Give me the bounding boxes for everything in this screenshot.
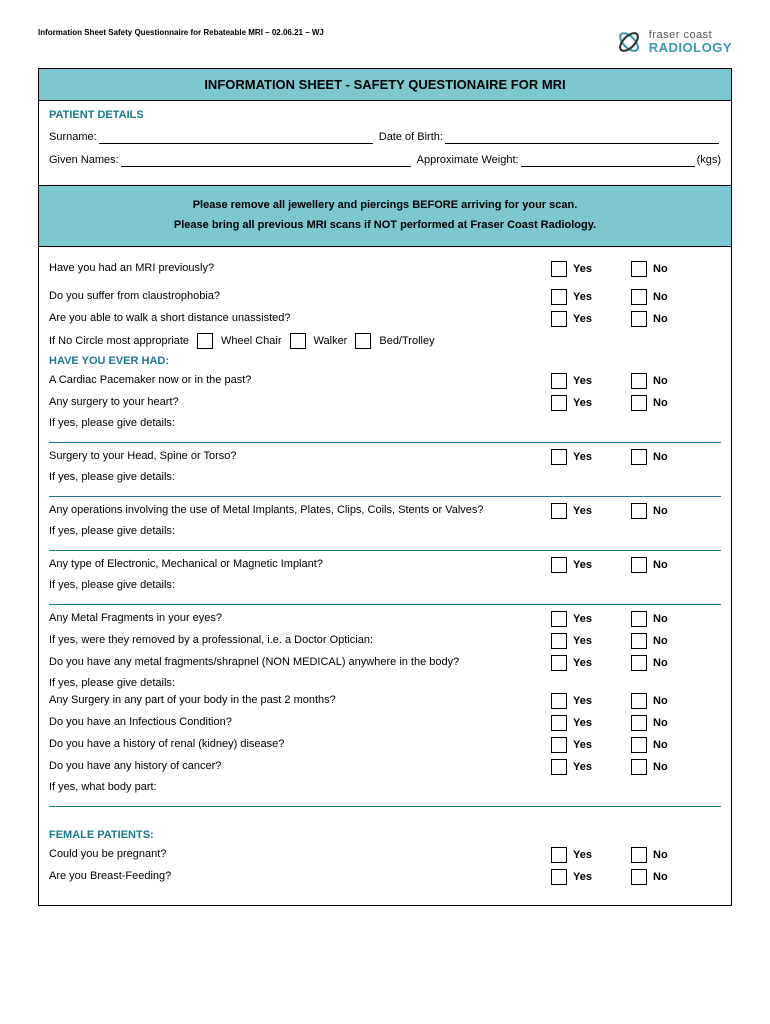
q-heart-surgery-yes-checkbox[interactable] <box>551 395 567 411</box>
details-label: If yes, please give details: <box>49 677 721 689</box>
q-pacemaker: A Cardiac Pacemaker now or in the past? <box>49 373 551 388</box>
q-pregnant-no-checkbox[interactable] <box>631 847 647 863</box>
surname-label: Surname: <box>49 131 97 144</box>
logo-icon <box>615 28 643 56</box>
q-breastfeed-no-checkbox[interactable] <box>631 869 647 885</box>
q-infectious-yes-checkbox[interactable] <box>551 715 567 731</box>
details-label: If yes, please give details: <box>49 579 721 591</box>
notice-bar: Please remove all jewellery and piercing… <box>39 185 731 247</box>
q-pacemaker-yes-checkbox[interactable] <box>551 373 567 389</box>
q-claustrophobia: Do you suffer from claustrophobia? <box>49 289 551 304</box>
q-mri-prev: Have you had an MRI previously? <box>49 261 551 276</box>
q-eye-fragments-no-checkbox[interactable] <box>631 611 647 627</box>
q-head-spine-yes-checkbox[interactable] <box>551 449 567 465</box>
q-claustrophobia-yes-checkbox[interactable] <box>551 289 567 305</box>
q-cancer-no-checkbox[interactable] <box>631 759 647 775</box>
q-shrapnel-no-checkbox[interactable] <box>631 655 647 671</box>
q-claustrophobia-no-checkbox[interactable] <box>631 289 647 305</box>
no-label: No <box>653 263 681 275</box>
q-recent-surgery: Any Surgery in any part of your body in … <box>49 693 551 708</box>
weight-unit: (kgs) <box>697 154 721 167</box>
q-eye-fragments: Any Metal Fragments in your eyes? <box>49 611 551 626</box>
given-names-input[interactable] <box>121 154 411 167</box>
mobility-walker-checkbox[interactable] <box>290 333 306 349</box>
q-walk: Are you able to walk a short distance un… <box>49 311 551 326</box>
q-head-spine-no-checkbox[interactable] <box>631 449 647 465</box>
notice-line-2: Please bring all previous MRI scans if N… <box>47 216 723 236</box>
mobility-bedtrolley-checkbox[interactable] <box>355 333 371 349</box>
q-em-implant: Any type of Electronic, Mechanical or Ma… <box>49 557 551 572</box>
q-walk-no-checkbox[interactable] <box>631 311 647 327</box>
details-label: If yes, please give details: <box>49 417 721 429</box>
q-mri-prev-yes-checkbox[interactable] <box>551 261 567 277</box>
patient-details-heading: PATIENT DETAILS <box>49 109 721 121</box>
given-names-label: Given Names: <box>49 154 119 167</box>
weight-label: Approximate Weight: <box>417 154 519 167</box>
q-metal-implants: Any operations involving the use of Meta… <box>49 503 551 518</box>
q-shrapnel: Do you have any metal fragments/shrapnel… <box>49 655 551 670</box>
q-mri-prev-no-checkbox[interactable] <box>631 261 647 277</box>
q-em-implant-no-checkbox[interactable] <box>631 557 647 573</box>
cancer-detail-label: If yes, what body part: <box>49 781 721 793</box>
q-walk-yes-checkbox[interactable] <box>551 311 567 327</box>
mobility-opt-2: Bed/Trolley <box>379 335 434 347</box>
q-eye-removed-no-checkbox[interactable] <box>631 633 647 649</box>
doc-id: Information Sheet Safety Questionnaire f… <box>38 28 324 37</box>
mobility-opt-1: Walker <box>314 335 348 347</box>
ever-had-heading: HAVE YOU EVER HAD: <box>49 355 721 367</box>
q-em-implant-yes-checkbox[interactable] <box>551 557 567 573</box>
q-breastfeed-yes-checkbox[interactable] <box>551 869 567 885</box>
q-pregnant: Could you be pregnant? <box>49 847 551 862</box>
weight-input[interactable] <box>521 154 695 167</box>
head-spine-details-input[interactable] <box>49 483 721 497</box>
q-infectious: Do you have an Infectious Condition? <box>49 715 551 730</box>
mobility-prefix: If No Circle most appropriate <box>49 335 189 347</box>
q-eye-fragments-yes-checkbox[interactable] <box>551 611 567 627</box>
female-heading: FEMALE PATIENTS: <box>49 829 721 841</box>
q-breastfeed: Are you Breast-Feeding? <box>49 869 551 884</box>
q-renal-yes-checkbox[interactable] <box>551 737 567 753</box>
details-label: If yes, please give details: <box>49 471 721 483</box>
q-pacemaker-no-checkbox[interactable] <box>631 373 647 389</box>
q-renal: Do you have a history of renal (kidney) … <box>49 737 551 752</box>
dob-label: Date of Birth: <box>379 131 443 144</box>
q-metal-implants-no-checkbox[interactable] <box>631 503 647 519</box>
form-container: INFORMATION SHEET - SAFETY QUESTIONAIRE … <box>38 68 732 906</box>
em-implant-details-input[interactable] <box>49 591 721 605</box>
q-head-spine: Surgery to your Head, Spine or Torso? <box>49 449 551 464</box>
q-heart-surgery: Any surgery to your heart? <box>49 395 551 410</box>
logo: fraser coast RADIOLOGY <box>615 28 732 56</box>
q-shrapnel-yes-checkbox[interactable] <box>551 655 567 671</box>
q-recent-surgery-yes-checkbox[interactable] <box>551 693 567 709</box>
mobility-opt-0: Wheel Chair <box>221 335 282 347</box>
mobility-wheelchair-checkbox[interactable] <box>197 333 213 349</box>
notice-line-1: Please remove all jewellery and piercing… <box>47 196 723 216</box>
dob-input[interactable] <box>445 131 719 144</box>
q-pregnant-yes-checkbox[interactable] <box>551 847 567 863</box>
cancer-details-input[interactable] <box>49 793 721 807</box>
details-label: If yes, please give details: <box>49 525 721 537</box>
q-renal-no-checkbox[interactable] <box>631 737 647 753</box>
q-recent-surgery-no-checkbox[interactable] <box>631 693 647 709</box>
q-heart-surgery-no-checkbox[interactable] <box>631 395 647 411</box>
q-infectious-no-checkbox[interactable] <box>631 715 647 731</box>
logo-text-2: RADIOLOGY <box>649 41 732 54</box>
q-eye-removed-yes-checkbox[interactable] <box>551 633 567 649</box>
q-metal-implants-yes-checkbox[interactable] <box>551 503 567 519</box>
heart-details-input[interactable] <box>49 429 721 443</box>
metal-implants-details-input[interactable] <box>49 537 721 551</box>
form-title: INFORMATION SHEET - SAFETY QUESTIONAIRE … <box>39 69 731 101</box>
surname-input[interactable] <box>99 131 373 144</box>
yes-label: Yes <box>573 263 601 275</box>
q-eye-removed: If yes, were they removed by a professio… <box>49 633 551 648</box>
q-cancer-yes-checkbox[interactable] <box>551 759 567 775</box>
q-cancer: Do you have any history of cancer? <box>49 759 551 774</box>
